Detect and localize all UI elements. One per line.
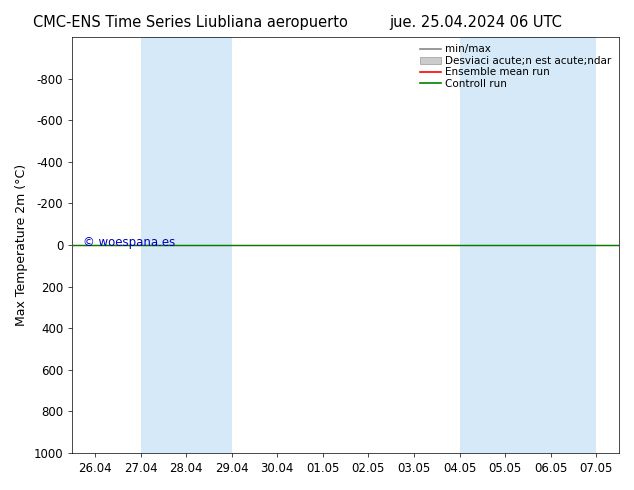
Text: jue. 25.04.2024 06 UTC: jue. 25.04.2024 06 UTC xyxy=(389,15,562,30)
Text: © woespana.es: © woespana.es xyxy=(83,237,176,249)
Bar xyxy=(141,37,231,453)
Bar xyxy=(460,37,596,453)
Legend: min/max, Desviaci acute;n est acute;ndar, Ensemble mean run, Controll run: min/max, Desviaci acute;n est acute;ndar… xyxy=(418,42,614,91)
Y-axis label: Max Temperature 2m (°C): Max Temperature 2m (°C) xyxy=(15,164,28,326)
Text: CMC-ENS Time Series Liubliana aeropuerto: CMC-ENS Time Series Liubliana aeropuerto xyxy=(33,15,347,30)
